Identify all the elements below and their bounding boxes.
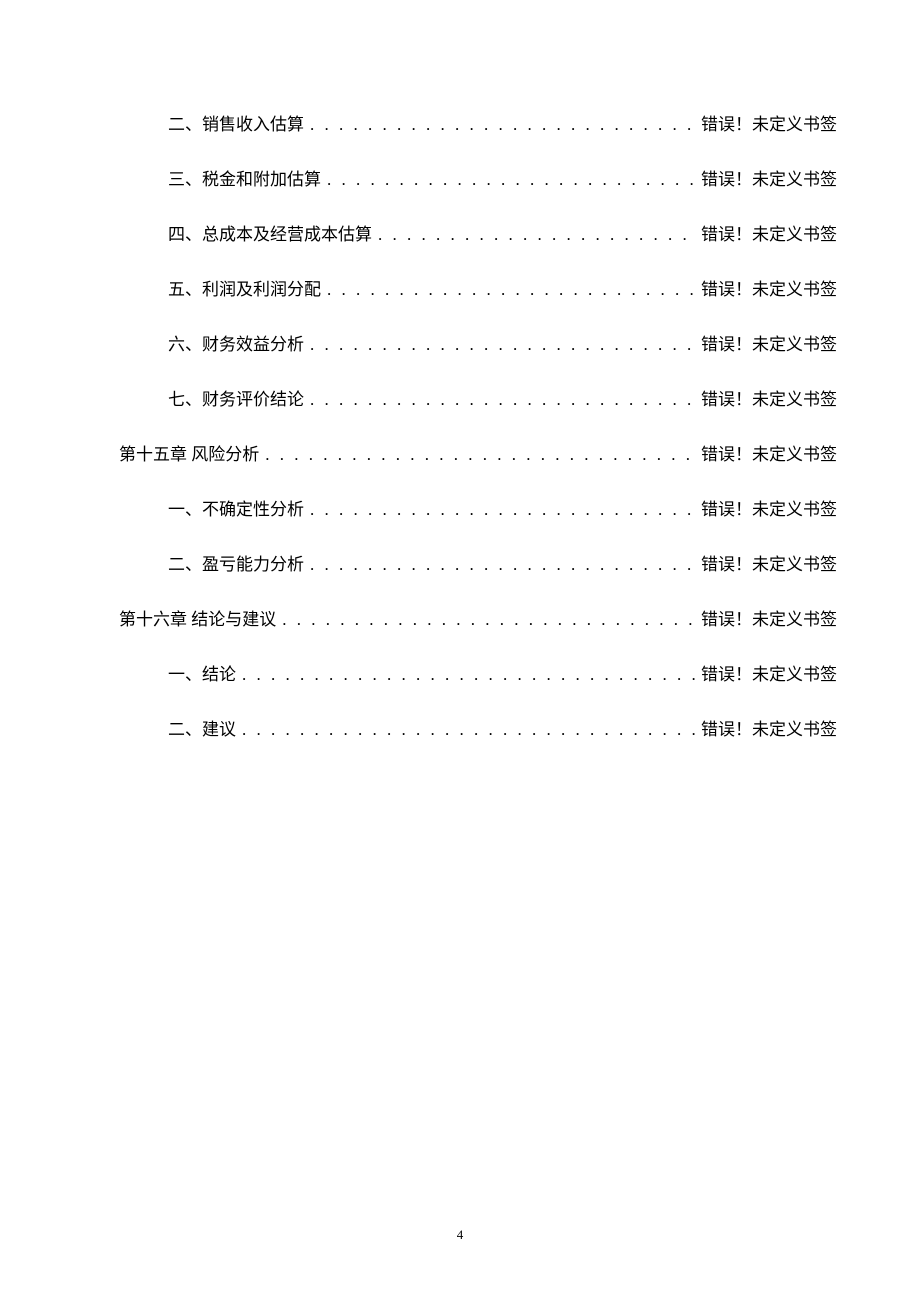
toc-leader-dots <box>310 390 695 410</box>
toc-leader-dots <box>265 445 695 465</box>
toc-page-ref: 错误！未定义书签 <box>701 550 837 575</box>
toc-label: 二、建议 <box>168 715 236 740</box>
page-number: 4 <box>0 1227 920 1243</box>
toc-leader-dots <box>310 555 695 575</box>
toc-page-ref: 错误！未定义书签 <box>701 275 837 300</box>
toc-label: 一、结论 <box>168 660 236 685</box>
toc-leader-dots <box>242 720 695 740</box>
toc-entry: 五、利润及利润分配 错误！未定义书签 <box>119 275 837 300</box>
toc-page-ref: 错误！未定义书签 <box>701 660 837 685</box>
toc-entry-chapter: 第十六章 结论与建议 错误！未定义书签 <box>119 605 837 630</box>
toc-page-ref: 错误！未定义书签 <box>701 440 837 465</box>
toc-leader-dots <box>282 610 695 630</box>
toc-label: 二、盈亏能力分析 <box>168 550 304 575</box>
toc-container: 二、销售收入估算 错误！未定义书签 三、税金和附加估算 错误！未定义书签 四、总… <box>0 0 920 740</box>
toc-entry-chapter: 第十五章 风险分析 错误！未定义书签 <box>119 440 837 465</box>
toc-entry: 七、财务评价结论 错误！未定义书签 <box>119 385 837 410</box>
toc-label: 七、财务评价结论 <box>168 385 304 410</box>
toc-page-ref: 错误！未定义书签 <box>701 385 837 410</box>
toc-page-ref: 错误！未定义书签 <box>701 220 837 245</box>
toc-leader-dots <box>242 665 695 685</box>
toc-entry: 四、总成本及经营成本估算 错误！未定义书签 <box>119 220 837 245</box>
toc-leader-dots <box>310 500 695 520</box>
toc-label: 四、总成本及经营成本估算 <box>168 220 372 245</box>
toc-entry: 六、财务效益分析 错误！未定义书签 <box>119 330 837 355</box>
toc-leader-dots <box>310 335 695 355</box>
toc-leader-dots <box>327 280 695 300</box>
toc-label: 五、利润及利润分配 <box>168 275 321 300</box>
toc-leader-dots <box>310 115 695 135</box>
toc-page-ref: 错误！未定义书签 <box>701 605 837 630</box>
toc-label: 三、税金和附加估算 <box>168 165 321 190</box>
toc-entry: 三、税金和附加估算 错误！未定义书签 <box>119 165 837 190</box>
toc-leader-dots <box>327 170 695 190</box>
toc-page-ref: 错误！未定义书签 <box>701 165 837 190</box>
toc-entry: 二、盈亏能力分析 错误！未定义书签 <box>119 550 837 575</box>
toc-page-ref: 错误！未定义书签 <box>701 330 837 355</box>
toc-label: 一、不确定性分析 <box>168 495 304 520</box>
toc-entry: 一、结论 错误！未定义书签 <box>119 660 837 685</box>
toc-entry: 一、不确定性分析 错误！未定义书签 <box>119 495 837 520</box>
toc-label: 第十六章 结论与建议 <box>119 605 276 630</box>
toc-leader-dots <box>378 225 695 245</box>
toc-page-ref: 错误！未定义书签 <box>701 715 837 740</box>
toc-label: 六、财务效益分析 <box>168 330 304 355</box>
toc-entry: 二、销售收入估算 错误！未定义书签 <box>119 110 837 135</box>
toc-label: 二、销售收入估算 <box>168 110 304 135</box>
toc-page-ref: 错误！未定义书签 <box>701 110 837 135</box>
toc-page-ref: 错误！未定义书签 <box>701 495 837 520</box>
toc-entry: 二、建议 错误！未定义书签 <box>119 715 837 740</box>
toc-label: 第十五章 风险分析 <box>119 440 259 465</box>
